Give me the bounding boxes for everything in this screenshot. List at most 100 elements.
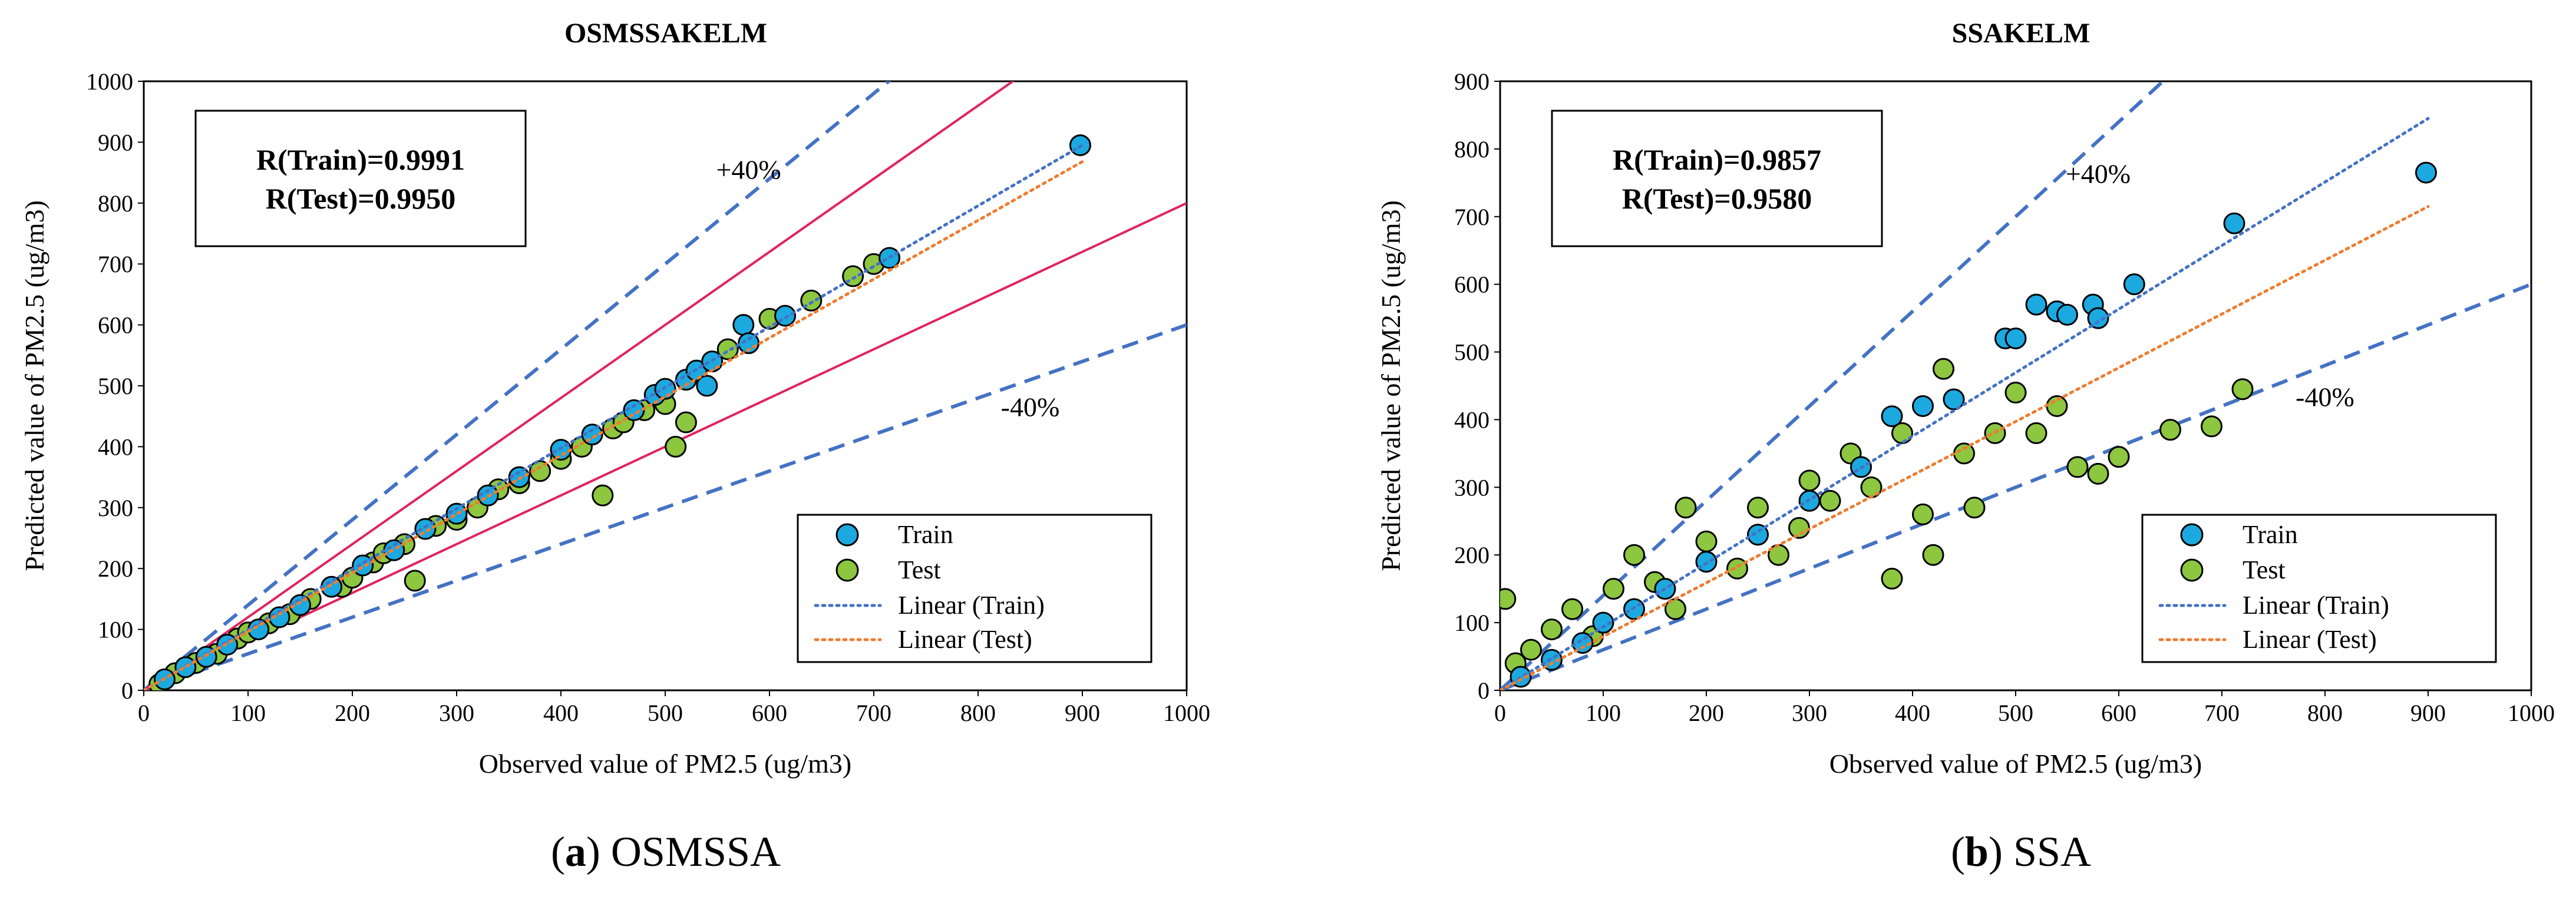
test-point bbox=[665, 435, 687, 458]
reference-line-lower-dashed bbox=[144, 323, 1187, 690]
reference-line-lower-dashed bbox=[1500, 282, 2531, 690]
chart-panel-1: OSMSSAKELM 0 100 200 300 400 500 600 700 800 900 10… bbox=[19, 18, 1210, 875]
test-point bbox=[1695, 530, 1718, 552]
x-tick-label: 500 bbox=[1998, 700, 2033, 726]
legend-label: Test bbox=[2243, 555, 2286, 584]
legend-label: Train bbox=[2243, 520, 2298, 549]
x-tick-label: 1000 bbox=[2508, 700, 2555, 726]
x-axis-label: Observed value of PM2.5 (ug/m3) bbox=[1829, 749, 2202, 779]
train-point bbox=[2025, 293, 2047, 316]
y-tick-label: 500 bbox=[98, 373, 133, 399]
y-tick-label: 800 bbox=[1454, 136, 1490, 163]
y-tick-label: 700 bbox=[1454, 204, 1490, 230]
chart-panel-2: SSAKELM 0 100 200 300 400 500 600 700 800 900 1000 0… bbox=[1376, 18, 2555, 875]
y-tick-label: 200 bbox=[1454, 542, 1490, 568]
train-point bbox=[696, 375, 718, 397]
test-point bbox=[1500, 588, 1517, 610]
y-tick-label: 100 bbox=[98, 617, 133, 643]
train-point bbox=[383, 539, 405, 561]
y-tick-label: 600 bbox=[98, 312, 133, 339]
y-tick-label: 400 bbox=[98, 434, 133, 460]
train-point bbox=[268, 606, 290, 628]
reference-line-upper-solid bbox=[144, 81, 1015, 690]
test-point bbox=[1788, 517, 1810, 539]
test-point bbox=[2004, 381, 2027, 403]
test-point bbox=[1819, 489, 1841, 512]
train-point bbox=[2123, 273, 2145, 296]
y-axis-label: Predicted value of PM2.5 (ug/m3) bbox=[1376, 200, 1406, 571]
x-tick-label: 400 bbox=[543, 700, 579, 726]
x-tick-label: 200 bbox=[335, 700, 370, 726]
x-tick-label: 800 bbox=[2307, 700, 2343, 726]
figure-caption: (a) OSMSSA bbox=[551, 828, 781, 875]
test-point bbox=[1726, 557, 1748, 580]
y-axis-label: Predicted value of PM2.5 (ug/m3) bbox=[19, 200, 49, 571]
caption-close-paren: ) bbox=[586, 828, 611, 875]
plot-content bbox=[144, 81, 1187, 690]
stats-box bbox=[1551, 110, 1883, 247]
y-tick-label: 400 bbox=[1454, 406, 1490, 433]
test-point bbox=[1675, 497, 1697, 519]
x-tick-label: 700 bbox=[2204, 700, 2240, 726]
caption-open-paren: ( bbox=[1951, 828, 1965, 875]
test-point bbox=[592, 484, 614, 507]
test-point bbox=[1963, 497, 1986, 519]
train-point bbox=[321, 575, 343, 598]
linear-train-fit bbox=[1500, 117, 2430, 690]
stats-box bbox=[194, 110, 527, 247]
legend-label: Linear (Train) bbox=[2243, 591, 2389, 620]
linear-test-fit bbox=[144, 160, 1084, 690]
test-point bbox=[1541, 618, 1563, 641]
test-point bbox=[404, 570, 426, 592]
legend-test-marker bbox=[835, 558, 859, 582]
test-point bbox=[1798, 469, 1821, 492]
plot-content bbox=[1500, 81, 2531, 690]
lower-band-label: -40% bbox=[2296, 382, 2354, 412]
caption-text: OSMSSA bbox=[611, 828, 781, 875]
train-point bbox=[2087, 307, 2109, 329]
y-tick-label: 0 bbox=[121, 677, 133, 704]
x-tick-label: 900 bbox=[2410, 700, 2446, 726]
caption-close-paren: ) bbox=[1989, 828, 2013, 875]
train-point bbox=[774, 305, 797, 327]
train-point bbox=[2004, 327, 2027, 350]
reference-line-upper-dashed bbox=[1500, 81, 2166, 690]
test-point bbox=[1623, 544, 1645, 566]
train-point bbox=[2223, 212, 2245, 234]
legend-train-marker bbox=[2180, 523, 2204, 547]
y-tick-label: 800 bbox=[98, 190, 133, 217]
train-point bbox=[1943, 388, 1965, 411]
train-point bbox=[2056, 303, 2078, 326]
r-test-stat: R(Test)=0.9580 bbox=[1622, 182, 1812, 215]
x-tick-label: 0 bbox=[1494, 700, 1506, 726]
legend-train-marker bbox=[835, 523, 859, 547]
test-point bbox=[1520, 638, 1542, 661]
test-point bbox=[1881, 567, 1903, 590]
x-tick-label: 500 bbox=[648, 700, 683, 726]
x-tick-label: 0 bbox=[138, 700, 150, 726]
train-point bbox=[1881, 405, 1903, 428]
test-point bbox=[716, 338, 739, 360]
x-tick-label: 600 bbox=[2101, 700, 2136, 726]
test-point bbox=[1747, 497, 1769, 519]
y-tick-label: 0 bbox=[1478, 677, 1490, 704]
x-tick-label: 300 bbox=[1792, 700, 1827, 726]
y-tick-label: 200 bbox=[98, 555, 133, 582]
r-test-stat: R(Test)=0.9950 bbox=[266, 182, 455, 215]
test-point bbox=[1891, 422, 1913, 444]
y-tick-label: 900 bbox=[98, 129, 133, 155]
legend-test-marker bbox=[2180, 558, 2204, 582]
test-point bbox=[675, 411, 697, 434]
test-point bbox=[2066, 456, 2089, 478]
y-tick-label: 300 bbox=[1454, 474, 1490, 501]
figure-caption: (b) SSA bbox=[1951, 828, 2091, 875]
legend-label: Linear (Test) bbox=[2243, 625, 2377, 654]
test-point bbox=[529, 460, 551, 482]
chart-title: OSMSSAKELM bbox=[564, 18, 767, 49]
r-train-stat: R(Train)=0.9857 bbox=[1613, 143, 1821, 176]
y-tick-label: 100 bbox=[1454, 610, 1490, 636]
test-point bbox=[2087, 462, 2109, 485]
train-point bbox=[1592, 611, 1614, 634]
y-tick-label: 700 bbox=[98, 251, 133, 277]
